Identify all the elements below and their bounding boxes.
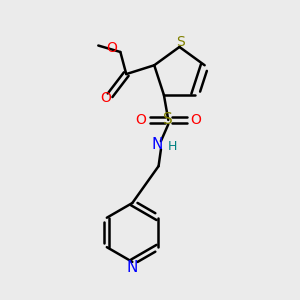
Text: N: N [127, 260, 138, 275]
Text: S: S [176, 34, 185, 49]
Text: S: S [164, 112, 173, 128]
Text: O: O [100, 91, 111, 105]
Text: H: H [167, 140, 177, 153]
Text: O: O [136, 113, 146, 127]
Text: N: N [152, 136, 163, 152]
Text: O: O [190, 113, 201, 127]
Text: O: O [107, 41, 118, 56]
